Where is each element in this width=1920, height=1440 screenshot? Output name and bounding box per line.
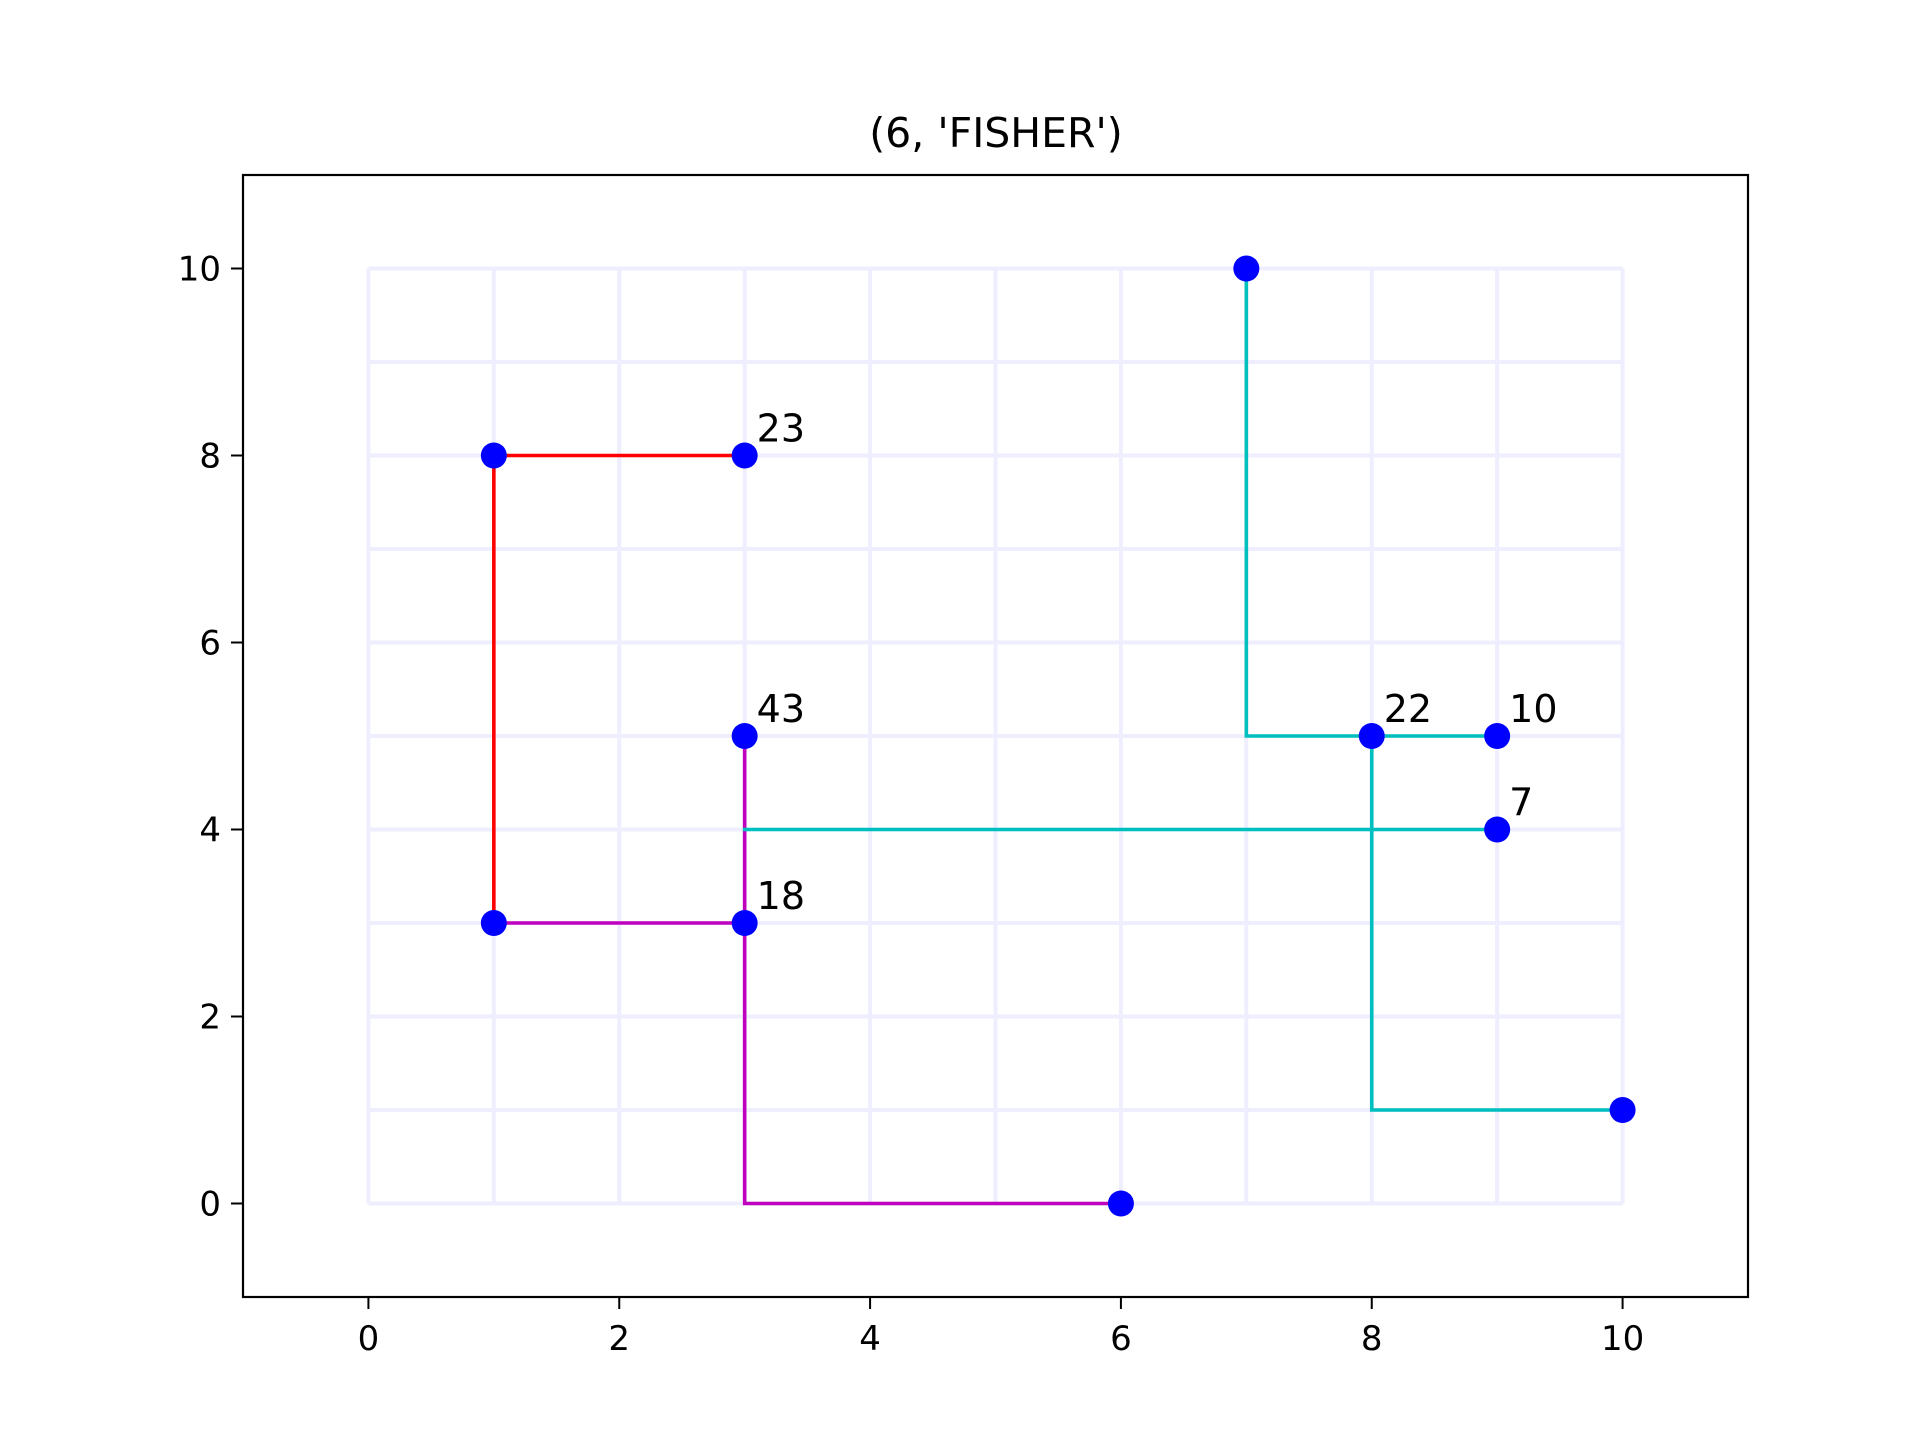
data-point-label: 10 — [1509, 687, 1557, 731]
data-point — [731, 723, 758, 749]
data-point-label: 22 — [1384, 687, 1432, 731]
series-line-4 — [1244, 266, 1499, 738]
y-tick-label: 8 — [199, 437, 221, 477]
data-point — [1609, 1097, 1636, 1123]
series-line-3 — [742, 734, 1123, 1206]
data-point — [731, 910, 758, 936]
y-tick-label: 6 — [199, 624, 221, 664]
y-tick-label: 0 — [199, 1185, 221, 1225]
series-lines — [492, 266, 1625, 1206]
x-tick-label: 6 — [1110, 1319, 1132, 1359]
x-tick-label: 10 — [1601, 1319, 1644, 1359]
data-point — [1358, 723, 1385, 749]
x-tick-label: 4 — [859, 1319, 881, 1359]
y-tick-label: 2 — [199, 998, 221, 1038]
x-tick-label: 8 — [1361, 1319, 1383, 1359]
data-point — [1484, 723, 1511, 749]
x-tick-label: 0 — [358, 1319, 380, 1359]
y-axis: 0 2 4 6 8 10 — [178, 250, 243, 1225]
data-point — [480, 442, 507, 469]
point-labels: 23 18 43 22 10 7 — [757, 407, 1558, 919]
data-point — [1107, 1190, 1134, 1217]
data-point — [1233, 255, 1260, 282]
data-point-label: 18 — [757, 874, 805, 918]
chart-title: (6, 'FISHER') — [869, 109, 1123, 157]
x-axis: 0 2 4 6 8 10 — [358, 1297, 1644, 1359]
data-point — [1484, 816, 1511, 843]
plot-frame — [241, 173, 1750, 1299]
data-point — [731, 442, 758, 469]
data-point — [480, 910, 507, 936]
series-line-6 — [1369, 734, 1625, 1112]
y-tick-label: 10 — [178, 250, 221, 290]
data-point-label: 43 — [757, 687, 805, 731]
markers — [480, 255, 1636, 1217]
data-point-label: 23 — [757, 407, 805, 451]
x-tick-label: 2 — [608, 1319, 630, 1359]
data-point-label: 7 — [1509, 781, 1533, 825]
y-tick-label: 4 — [199, 811, 221, 851]
